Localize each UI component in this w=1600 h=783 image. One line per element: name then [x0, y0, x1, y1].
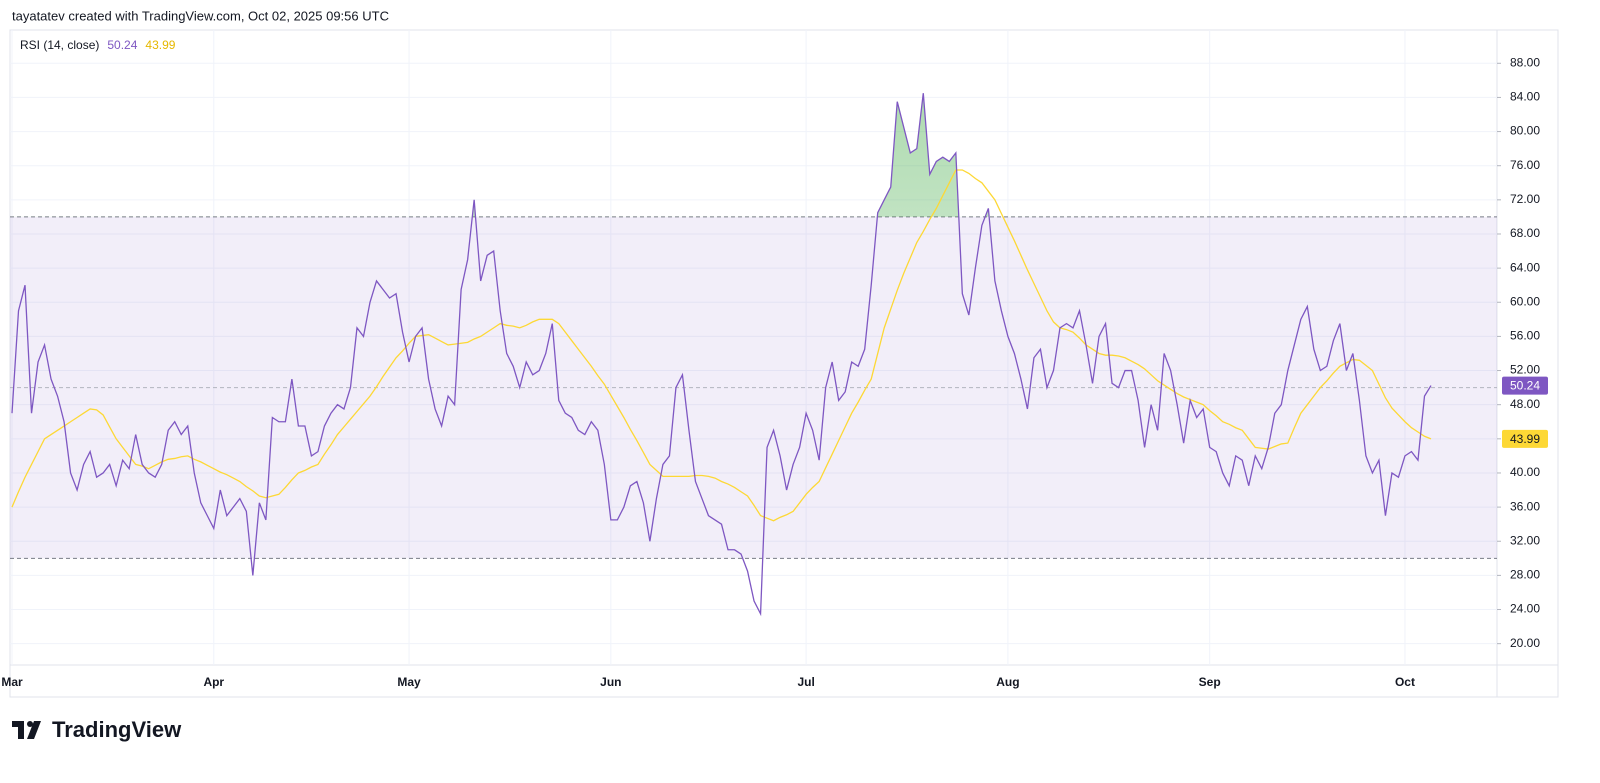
y-tick-label: 84.00 — [1510, 90, 1540, 104]
price-badge — [1502, 376, 1548, 395]
y-tick-label: 48.00 — [1510, 397, 1540, 411]
header-credit: tayatatev created with TradingView.com, … — [12, 8, 389, 23]
series-line — [11, 93, 1432, 617]
y-tick-label: 52.00 — [1510, 363, 1540, 377]
y-tick-label: 20.00 — [1510, 636, 1540, 650]
legend-value: 43.99 — [145, 38, 175, 52]
logo-icon — [12, 721, 41, 739]
y-tick-label: 88.00 — [1510, 55, 1540, 69]
y-tick-label: 72.00 — [1510, 192, 1540, 206]
x-tick-label: Jul — [797, 675, 814, 689]
y-tick-label: 40.00 — [1510, 465, 1540, 479]
y-tick-label: 68.00 — [1510, 226, 1540, 240]
series-line — [11, 169, 1432, 522]
brand-logo: TradingView — [12, 717, 182, 742]
x-tick-label: Sep — [1199, 675, 1221, 689]
x-tick-label: Jun — [600, 675, 621, 689]
plot — [10, 30, 1497, 665]
legend-title: RSI (14, close) — [20, 38, 99, 52]
legend: RSI (14, close) 50.24 43.99 — [20, 38, 176, 52]
y-tick-label: 80.00 — [1510, 124, 1540, 138]
legend-value: 50.24 — [107, 38, 137, 52]
brand-name: TradingView — [52, 717, 182, 742]
x-tick-label: May — [397, 675, 421, 689]
y-tick-label: 36.00 — [1510, 499, 1540, 513]
y-tick-label: 24.00 — [1510, 602, 1540, 616]
x-tick-label: Aug — [996, 675, 1019, 689]
x-tick-label: Mar — [1, 675, 23, 689]
y-tick-label: 28.00 — [1510, 568, 1540, 582]
chart-frame — [9, 29, 1559, 698]
y-tick-label: 76.00 — [1510, 158, 1540, 172]
price-badge — [1502, 429, 1548, 448]
price-badge-label: 50.24 — [1510, 379, 1540, 393]
y-tick-label: 60.00 — [1510, 294, 1540, 308]
x-tick-label: Apr — [203, 675, 224, 689]
price-badge-label: 43.99 — [1510, 432, 1540, 446]
y-tick-label: 64.00 — [1510, 260, 1540, 274]
y-tick-label: 56.00 — [1510, 329, 1540, 343]
logo-dot — [27, 721, 33, 727]
x-tick-label: Oct — [1395, 675, 1415, 689]
y-tick-label: 32.00 — [1510, 533, 1540, 547]
